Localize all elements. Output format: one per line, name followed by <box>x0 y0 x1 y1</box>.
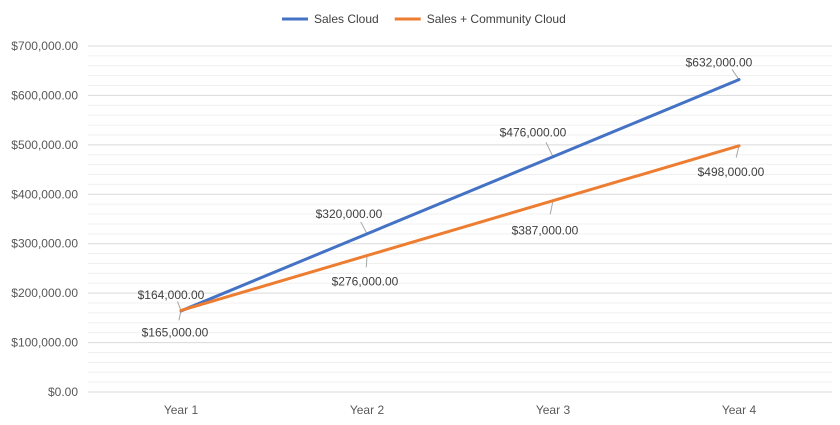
data-label: $165,000.00 <box>142 325 209 339</box>
legend: Sales Cloud Sales + Community Cloud <box>282 12 566 26</box>
y-tick-label: $500,000.00 <box>11 138 78 152</box>
legend-label: Sales Cloud <box>314 12 379 26</box>
x-axis: Year 1 Year 2 Year 3 Year 4 <box>164 403 757 417</box>
x-tick-label: Year 3 <box>536 403 571 417</box>
x-tick-label: Year 4 <box>722 403 757 417</box>
y-tick-label: $200,000.00 <box>11 286 78 300</box>
x-tick-label: Year 1 <box>164 403 199 417</box>
data-label-leader <box>360 221 368 235</box>
series-lines <box>179 78 741 313</box>
x-tick-label: Year 2 <box>350 403 385 417</box>
y-tick-label: $700,000.00 <box>11 39 78 53</box>
data-label: $632,000.00 <box>686 56 753 70</box>
data-label: $476,000.00 <box>500 126 567 140</box>
y-tick-label: $600,000.00 <box>11 88 78 102</box>
legend-label: Sales + Community Cloud <box>427 12 566 26</box>
y-tick-label: $0.00 <box>48 385 78 399</box>
data-label: $276,000.00 <box>332 275 399 289</box>
y-tick-label: $100,000.00 <box>11 336 78 350</box>
gridlines <box>88 45 832 393</box>
data-label-leader-lines <box>177 69 740 321</box>
data-label-leader <box>545 142 554 157</box>
y-axis: $0.00 $100,000.00 $200,000.00 $300,000.00 $4… <box>11 39 78 399</box>
data-label: $164,000.00 <box>138 288 205 302</box>
data-label-leader <box>731 69 740 80</box>
data-label-leader <box>365 255 368 268</box>
series-line-0 <box>179 78 741 313</box>
series-line-1 <box>179 144 741 312</box>
data-label: $498,000.00 <box>698 165 765 179</box>
data-label: $387,000.00 <box>512 224 579 238</box>
y-tick-label: $300,000.00 <box>11 237 78 251</box>
data-label-leader <box>549 200 554 215</box>
y-tick-label: $400,000.00 <box>11 187 78 201</box>
data-labels: $164,000.00 $320,000.00 $476,000.00 $632,00… <box>138 56 765 340</box>
data-label-leader <box>735 145 740 158</box>
data-label: $320,000.00 <box>316 207 383 221</box>
